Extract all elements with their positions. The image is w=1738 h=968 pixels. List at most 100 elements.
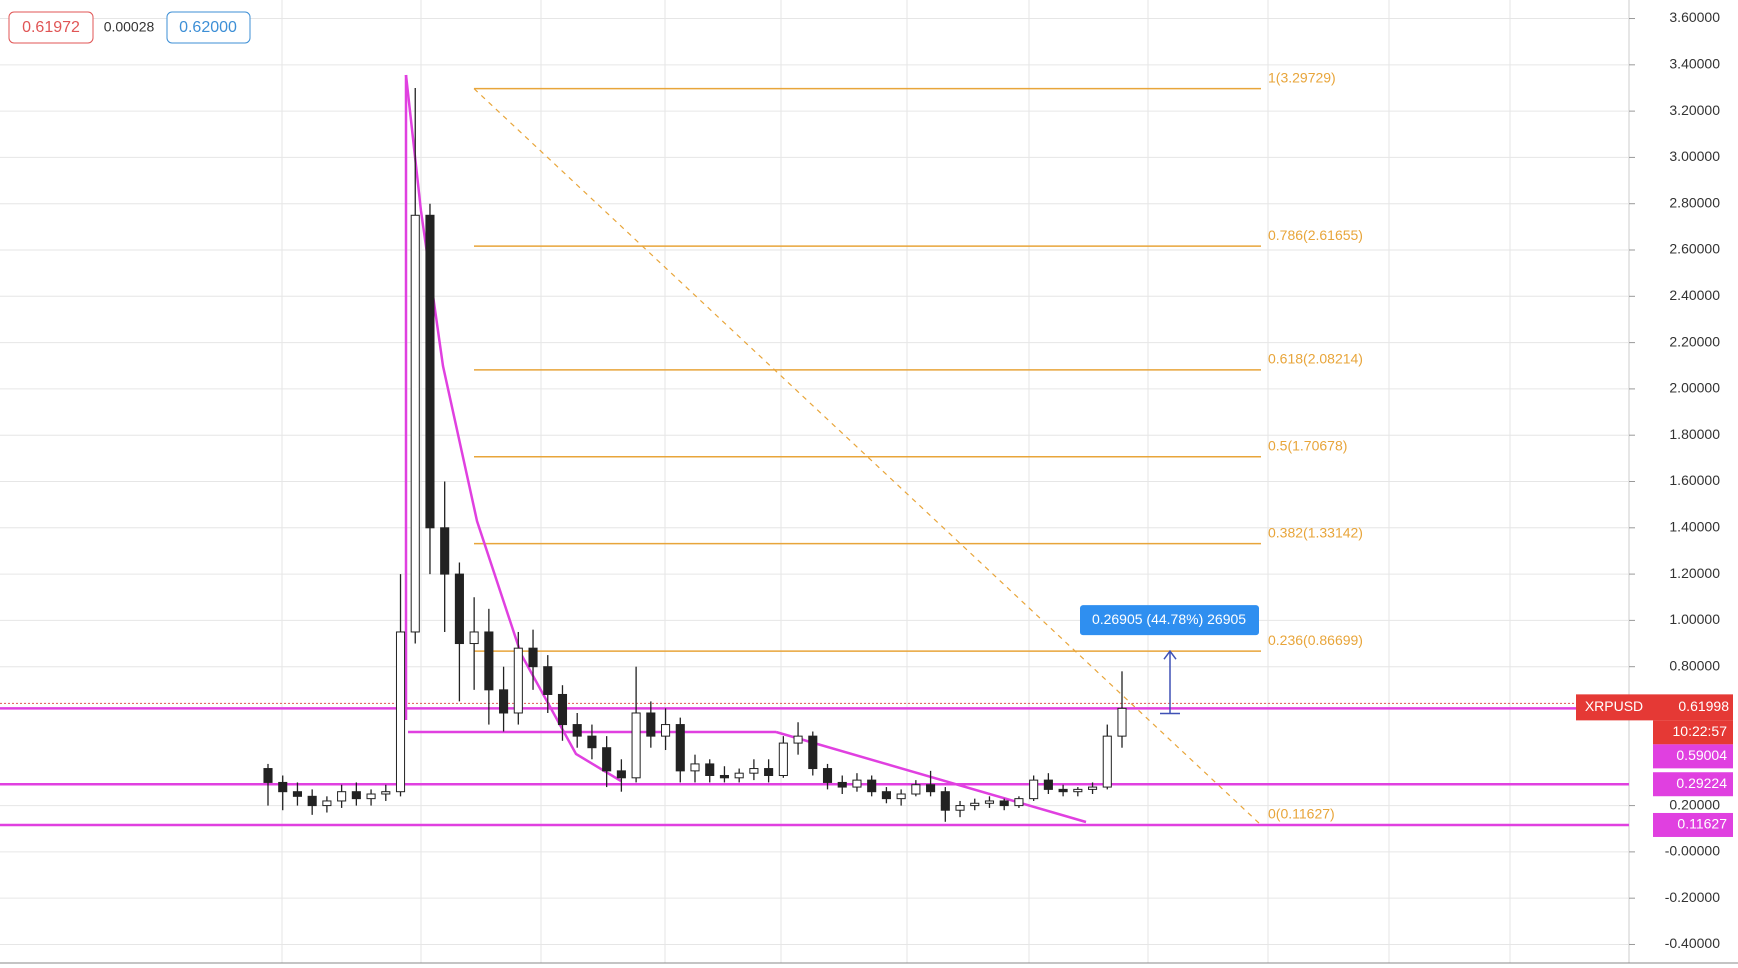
candle-body bbox=[822, 768, 833, 783]
candle-body bbox=[322, 800, 332, 807]
y-tick-label: 2.80000 bbox=[1669, 194, 1720, 210]
bid: 0.61972 bbox=[22, 19, 80, 36]
candle-body bbox=[557, 693, 568, 726]
countdown-box bbox=[1653, 720, 1733, 745]
candle-body bbox=[970, 802, 980, 807]
candle-body bbox=[1014, 798, 1024, 807]
candle-body bbox=[307, 795, 317, 807]
candle-body bbox=[528, 647, 538, 668]
y-tick-label: 2.20000 bbox=[1669, 333, 1720, 349]
fib-label: 0.382(1.33142) bbox=[1268, 524, 1363, 540]
line-price-label: 0.11627 bbox=[1677, 816, 1727, 832]
candle-body bbox=[646, 712, 656, 737]
candle-body bbox=[734, 772, 744, 779]
countdown-label: 10:22:57 bbox=[1673, 723, 1728, 739]
y-tick-label: 2.40000 bbox=[1669, 287, 1720, 303]
y-tick-label: 3.40000 bbox=[1669, 56, 1720, 72]
candle-body bbox=[337, 791, 347, 802]
candle-body bbox=[278, 781, 288, 793]
candle-body bbox=[1043, 779, 1053, 790]
fib-label: 0.236(0.86699) bbox=[1268, 632, 1363, 648]
candle-body bbox=[661, 724, 671, 737]
y-tick-label: -0.20000 bbox=[1665, 889, 1720, 905]
candle-body bbox=[690, 763, 700, 772]
candle-body bbox=[852, 779, 862, 788]
y-tick-label: 3.00000 bbox=[1669, 148, 1720, 164]
y-tick-label: -0.00000 bbox=[1665, 843, 1720, 859]
candle-body bbox=[454, 573, 464, 645]
candle-body bbox=[675, 724, 685, 772]
candle-body bbox=[425, 214, 435, 529]
candle-body bbox=[764, 768, 774, 776]
extra-price-box bbox=[1653, 744, 1733, 769]
measure-label: 0.26905 (44.78%) 26905 bbox=[1092, 611, 1246, 627]
fib-label: 0.618(2.08214) bbox=[1268, 351, 1363, 367]
y-tick-label: 1.00000 bbox=[1669, 611, 1720, 627]
candle-body bbox=[940, 791, 950, 811]
candle-body bbox=[351, 791, 361, 800]
candle-body bbox=[999, 800, 1009, 807]
y-tick-label: 1.60000 bbox=[1669, 472, 1720, 488]
candle-body bbox=[911, 784, 921, 795]
candle-body bbox=[631, 712, 641, 779]
ask-box[interactable] bbox=[166, 11, 251, 44]
y-tick-label: 0.20000 bbox=[1669, 796, 1720, 812]
ask[interactable]: 0.62000 bbox=[179, 19, 237, 36]
candle-body bbox=[881, 791, 891, 800]
candle-body bbox=[1117, 707, 1127, 737]
candle-body bbox=[749, 768, 759, 774]
candle-body bbox=[499, 689, 509, 714]
candle-body bbox=[867, 779, 877, 793]
y-tick-label: 0.80000 bbox=[1669, 657, 1720, 673]
spread: 0.00028 bbox=[104, 19, 155, 35]
candle-body bbox=[410, 214, 420, 633]
extra-price-label: 0.59004 bbox=[1676, 747, 1727, 763]
y-tick-label: 1.40000 bbox=[1669, 519, 1720, 535]
candle-body bbox=[984, 800, 995, 804]
line-price-box bbox=[1653, 812, 1733, 837]
measure-arrowhead bbox=[1163, 649, 1177, 660]
candle-body bbox=[1029, 779, 1039, 800]
candle-body bbox=[616, 770, 626, 779]
y-tick-label: 1.80000 bbox=[1669, 426, 1720, 442]
candle-body bbox=[440, 527, 450, 575]
fib-label: 0(0.11627) bbox=[1268, 806, 1335, 822]
fib-label: 0.5(1.70678) bbox=[1268, 437, 1347, 453]
candle-body bbox=[955, 805, 965, 811]
candle-body bbox=[572, 724, 582, 737]
candle-body bbox=[837, 781, 847, 788]
y-tick-label: 3.60000 bbox=[1669, 9, 1720, 25]
price-label: 0.61998 bbox=[1678, 698, 1729, 714]
fib-label: 0.786(2.61655) bbox=[1268, 227, 1363, 243]
candle-body bbox=[1058, 788, 1068, 793]
symbol-box bbox=[1576, 694, 1653, 721]
candle-body bbox=[778, 742, 788, 776]
candle-body bbox=[263, 768, 273, 783]
candle-body bbox=[1088, 786, 1098, 790]
candle-body bbox=[1073, 788, 1083, 793]
candle-body bbox=[719, 774, 729, 779]
candle-body bbox=[395, 631, 406, 793]
candle-body bbox=[1102, 735, 1112, 788]
candle-body bbox=[793, 735, 803, 744]
candle-body bbox=[366, 793, 376, 800]
bid-box bbox=[8, 11, 94, 44]
candle-body bbox=[469, 631, 479, 645]
symbol-label: XRPUSD bbox=[1585, 698, 1643, 714]
candle-body bbox=[808, 735, 818, 770]
candle-body bbox=[926, 784, 936, 793]
measure-box bbox=[1080, 605, 1259, 636]
candle-body bbox=[705, 763, 715, 776]
candle-body bbox=[484, 631, 494, 691]
candle-body bbox=[292, 791, 302, 797]
candle-body bbox=[381, 791, 391, 795]
y-tick-label: 2.60000 bbox=[1669, 241, 1720, 257]
candle-body bbox=[513, 647, 523, 714]
candle-body bbox=[602, 747, 612, 772]
line-price-box bbox=[1653, 772, 1733, 797]
y-tick-label: 3.20000 bbox=[1669, 102, 1720, 118]
header: 0.61972 0.00028 0.62000 bbox=[8, 11, 251, 44]
fib-label: 1(3.29729) bbox=[1268, 69, 1336, 85]
y-tick-label: -0.40000 bbox=[1665, 935, 1720, 951]
